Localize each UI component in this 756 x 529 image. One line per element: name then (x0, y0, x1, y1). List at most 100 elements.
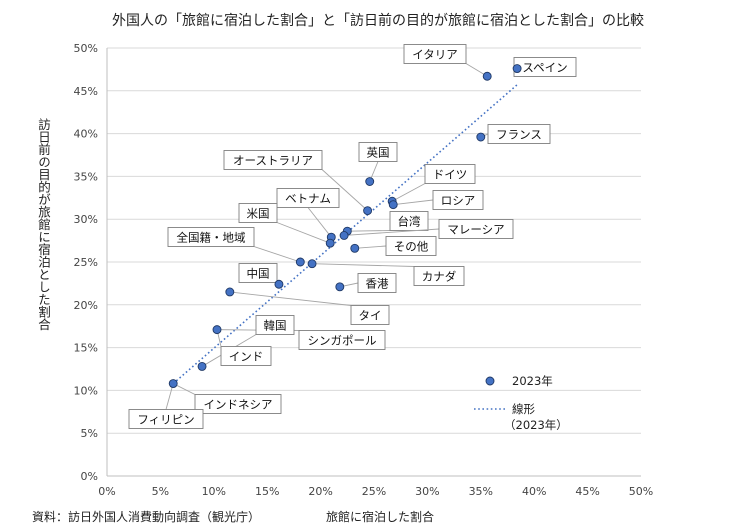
label-box (385, 236, 437, 256)
label-box (167, 227, 255, 247)
label-box (194, 394, 282, 414)
data-point (363, 206, 373, 216)
leader-line (344, 228, 440, 236)
x-tick-label: 30% (415, 485, 439, 498)
y-tick-label: 10% (74, 384, 98, 397)
label-box (358, 142, 398, 162)
chart-title: 外国人の「旅館に宿泊した割合」と「訪日前の目的が旅館に宿泊とした割合」の比較 (112, 13, 644, 29)
data-point (295, 257, 305, 267)
label-box (438, 219, 514, 239)
label-box (424, 164, 476, 184)
data-point (482, 71, 492, 81)
data-point (225, 287, 235, 297)
x-tick-label: 5% (152, 485, 169, 498)
leader-line (165, 383, 174, 410)
label-box (432, 190, 484, 210)
data-point (388, 200, 398, 210)
leader-line (229, 291, 352, 306)
leader-line (307, 207, 332, 238)
legend-marker (485, 376, 495, 386)
legend-label: 線形 (512, 402, 535, 416)
data-label: 英国 (367, 146, 390, 160)
leader-line (276, 222, 331, 244)
x-axis-label: 旅館に宿泊した割合 (326, 510, 435, 524)
data-point (512, 64, 522, 73)
data-label: マレーシア (447, 223, 504, 237)
legend-label-sub: （2023年） (504, 418, 568, 432)
y-tick-label: 30% (74, 213, 98, 226)
label-box (223, 150, 323, 170)
source-note: 資料：訪日外国人消費動向調査（観光庁） (32, 510, 261, 524)
y-tick-label: 15% (74, 342, 98, 355)
data-point (350, 243, 360, 253)
data-point (307, 259, 317, 269)
y-tick-label: 40% (74, 128, 98, 141)
data-label: シンガポール (308, 334, 377, 348)
label-box (350, 305, 390, 325)
data-label: ロシア (441, 194, 476, 208)
data-label: 香港 (366, 277, 389, 291)
label-box (220, 346, 272, 366)
data-label: インドネシア (204, 398, 273, 412)
label-box (238, 263, 278, 283)
leader-line (354, 245, 387, 249)
y-tick-label: 50% (74, 42, 98, 55)
x-tick-label: 50% (629, 485, 653, 498)
data-label: オーストラリア (233, 154, 313, 168)
x-tick-label: 35% (469, 485, 493, 498)
x-tick-label: 40% (522, 485, 546, 498)
y-axis-label: 訪日前の目的が旅館に宿泊とした割合 (36, 118, 51, 331)
y-tick-label: 45% (74, 85, 98, 98)
data-point (365, 177, 375, 186)
data-point (168, 379, 178, 389)
label-box (238, 203, 278, 223)
x-tick-label: 0% (98, 485, 115, 498)
legend-label: 2023年 (512, 374, 553, 388)
leader-line (312, 263, 415, 267)
leader-line (393, 199, 434, 206)
data-label: 韓国 (264, 319, 287, 333)
leader-line (347, 230, 391, 232)
data-label: イタリア (412, 48, 458, 62)
y-tick-label: 20% (74, 299, 98, 312)
label-box (357, 273, 397, 293)
y-tick-label: 5% (81, 427, 98, 440)
label-box (298, 330, 386, 350)
data-point (335, 282, 345, 292)
label-box (403, 44, 467, 64)
label-box (413, 266, 465, 286)
data-label: 中国 (247, 267, 270, 281)
data-label: 台湾 (398, 215, 421, 229)
y-tick-label: 35% (74, 170, 98, 183)
y-tick-label: 0% (81, 470, 98, 483)
data-label: タイ (359, 309, 382, 323)
data-label: インド (229, 350, 264, 364)
data-point (325, 238, 335, 248)
data-label: フランス (496, 128, 542, 142)
data-label: ベトナム (285, 192, 331, 206)
data-point (274, 279, 284, 289)
data-label: スペイン (522, 61, 567, 75)
data-label: カナダ (422, 270, 457, 284)
x-tick-label: 25% (362, 485, 386, 498)
label-box (276, 188, 340, 208)
y-tick-label: 25% (74, 256, 98, 269)
x-tick-label: 10% (202, 485, 226, 498)
label-box (487, 124, 551, 144)
data-point (197, 361, 207, 371)
leader-line (391, 183, 426, 202)
x-tick-label: 15% (255, 485, 279, 498)
label-box (389, 211, 429, 231)
x-tick-label: 45% (575, 485, 599, 498)
label-box (128, 409, 204, 429)
data-label: 米国 (247, 207, 270, 221)
data-label: 全国籍・地域 (177, 231, 246, 245)
data-label: ドイツ (433, 168, 468, 182)
x-tick-label: 20% (308, 485, 332, 498)
leader-line (321, 169, 368, 211)
data-label: フィリピン (137, 413, 194, 427)
data-point (339, 231, 349, 240)
data-point (212, 325, 222, 335)
